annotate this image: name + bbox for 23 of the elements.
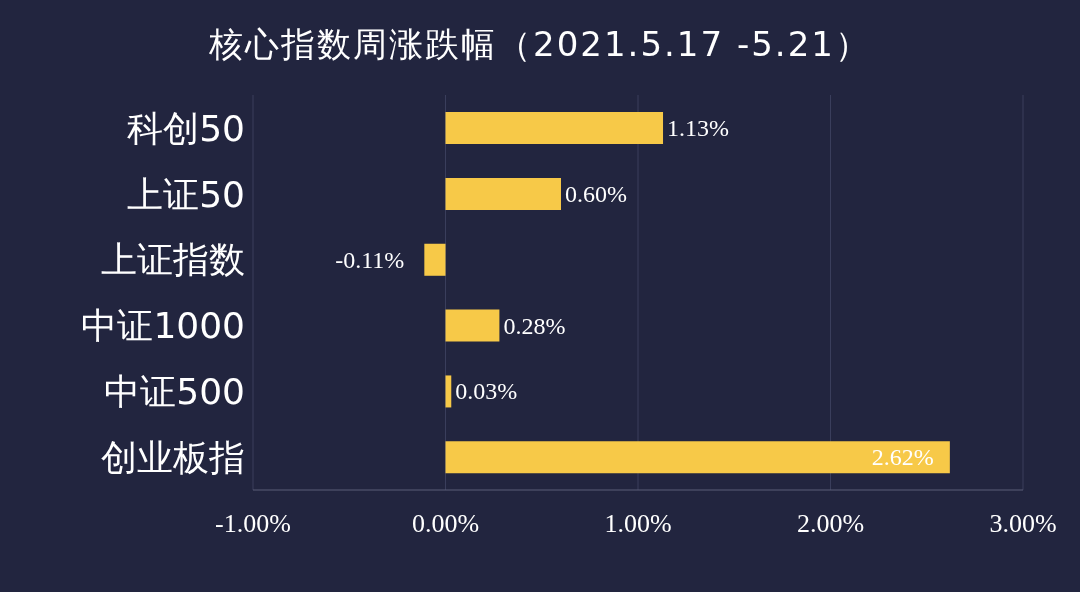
y-tick-label: 中证500: [104, 371, 245, 413]
data-label: -0.11%: [335, 246, 405, 273]
bar: [445, 309, 500, 342]
data-label: 0.60%: [565, 180, 627, 207]
y-tick-label: 中证1000: [81, 305, 245, 347]
data-label: 1.13%: [667, 115, 730, 142]
y-tick-label: 创业板指: [101, 436, 245, 478]
bar: [445, 112, 664, 145]
data-label: 2.62%: [871, 444, 934, 471]
data-label: 0.28%: [503, 312, 566, 339]
chart-title: 核心指数周涨跌幅（2021.5.17 -5.21）: [208, 23, 872, 66]
data-label: 0.03%: [455, 378, 518, 405]
x-tick-label: 0.00%: [411, 509, 480, 539]
y-tick-label: 上证指数: [101, 239, 245, 281]
y-tick-label: 上证50: [127, 173, 245, 215]
bar: [424, 243, 446, 276]
x-tick-label: -1.00%: [215, 509, 291, 539]
y-tick-label: 科创50: [127, 107, 245, 149]
x-tick-label: 3.00%: [989, 509, 1057, 539]
x-tick-label: 1.00%: [604, 509, 672, 539]
x-tick-label: 2.00%: [796, 509, 865, 539]
bar: [445, 177, 561, 210]
bar: [445, 441, 950, 474]
